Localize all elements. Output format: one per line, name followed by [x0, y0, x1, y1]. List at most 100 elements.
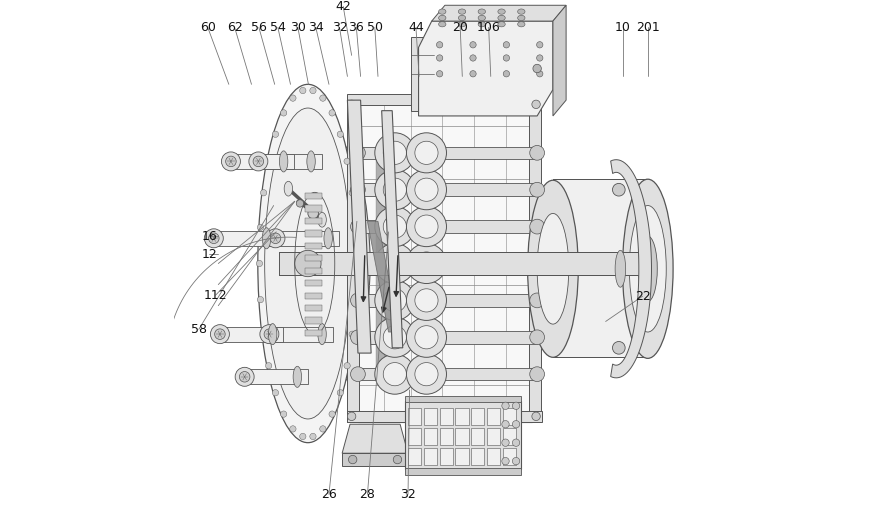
Ellipse shape	[347, 412, 356, 421]
Ellipse shape	[502, 421, 510, 428]
Polygon shape	[367, 221, 399, 332]
Ellipse shape	[344, 363, 350, 369]
Bar	[424, 428, 437, 445]
Ellipse shape	[329, 110, 336, 116]
Bar	[503, 448, 516, 465]
Ellipse shape	[329, 411, 336, 417]
Ellipse shape	[383, 289, 406, 312]
Ellipse shape	[350, 293, 365, 308]
Ellipse shape	[458, 15, 466, 21]
Ellipse shape	[273, 131, 279, 138]
Ellipse shape	[324, 228, 332, 249]
Bar	[424, 448, 437, 465]
Ellipse shape	[309, 433, 316, 440]
Ellipse shape	[296, 200, 303, 207]
Bar	[305, 330, 323, 336]
Text: 22: 22	[635, 290, 650, 302]
Ellipse shape	[503, 42, 510, 48]
Ellipse shape	[622, 179, 673, 358]
Text: 30: 30	[290, 21, 306, 34]
Ellipse shape	[349, 331, 356, 337]
Ellipse shape	[235, 367, 254, 386]
Bar	[305, 268, 323, 274]
Ellipse shape	[415, 252, 438, 275]
Ellipse shape	[415, 141, 438, 164]
Bar	[358, 294, 538, 307]
Ellipse shape	[530, 330, 545, 345]
Ellipse shape	[350, 182, 365, 197]
Bar	[305, 243, 323, 249]
Bar	[305, 280, 323, 286]
Ellipse shape	[530, 293, 545, 308]
Ellipse shape	[498, 9, 505, 14]
Bar	[275, 231, 339, 246]
Bar	[408, 408, 421, 425]
Text: 32: 32	[400, 488, 416, 501]
Ellipse shape	[383, 215, 406, 238]
Polygon shape	[419, 21, 553, 116]
Ellipse shape	[344, 158, 350, 164]
Text: 54: 54	[270, 21, 286, 34]
Bar	[305, 206, 323, 212]
Ellipse shape	[350, 330, 365, 345]
Ellipse shape	[406, 354, 447, 394]
Ellipse shape	[293, 366, 302, 387]
Ellipse shape	[439, 22, 446, 27]
Ellipse shape	[532, 412, 540, 421]
Bar	[347, 411, 543, 422]
Ellipse shape	[300, 433, 306, 440]
Polygon shape	[432, 5, 566, 21]
Ellipse shape	[517, 15, 525, 21]
Ellipse shape	[470, 71, 476, 77]
Bar	[269, 327, 333, 341]
Ellipse shape	[470, 42, 476, 48]
Ellipse shape	[350, 367, 365, 382]
Ellipse shape	[502, 439, 510, 446]
Bar	[440, 408, 453, 425]
Ellipse shape	[503, 55, 510, 61]
Ellipse shape	[302, 141, 370, 386]
Ellipse shape	[393, 455, 402, 464]
Ellipse shape	[406, 207, 447, 247]
Polygon shape	[382, 111, 403, 348]
Bar	[245, 369, 308, 384]
Ellipse shape	[318, 212, 326, 227]
Ellipse shape	[406, 317, 447, 357]
Bar	[503, 408, 516, 425]
Ellipse shape	[281, 110, 287, 116]
Ellipse shape	[337, 131, 343, 138]
Polygon shape	[611, 160, 651, 378]
Ellipse shape	[458, 22, 466, 27]
Ellipse shape	[280, 151, 288, 172]
Ellipse shape	[383, 326, 406, 349]
Ellipse shape	[458, 9, 466, 14]
Ellipse shape	[308, 208, 318, 219]
Ellipse shape	[352, 297, 358, 303]
Ellipse shape	[537, 55, 543, 61]
Ellipse shape	[512, 457, 520, 465]
Ellipse shape	[284, 181, 293, 196]
Ellipse shape	[215, 329, 225, 339]
Ellipse shape	[262, 228, 271, 249]
Ellipse shape	[347, 100, 356, 109]
Ellipse shape	[318, 324, 326, 345]
Polygon shape	[377, 194, 395, 222]
Text: 44: 44	[408, 21, 424, 34]
Bar	[231, 154, 295, 169]
Ellipse shape	[205, 229, 223, 248]
Bar	[471, 408, 484, 425]
Ellipse shape	[478, 22, 485, 27]
Bar	[305, 292, 323, 299]
Ellipse shape	[352, 224, 358, 230]
Ellipse shape	[415, 215, 438, 238]
Bar	[406, 396, 521, 402]
Ellipse shape	[638, 236, 657, 301]
Ellipse shape	[629, 206, 666, 332]
Ellipse shape	[264, 329, 274, 339]
Bar	[424, 408, 437, 425]
Ellipse shape	[498, 22, 505, 27]
Ellipse shape	[375, 317, 415, 357]
Ellipse shape	[337, 389, 343, 396]
Ellipse shape	[300, 87, 306, 94]
Bar	[406, 401, 521, 469]
